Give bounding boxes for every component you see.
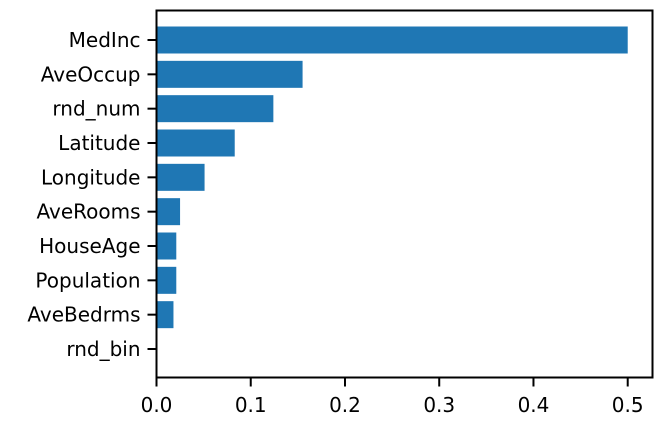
y-axis-ticks: MedInc AveOccup rnd_num Latitude Longitude Av… — [27, 28, 157, 361]
y-tick-label: AveBedrms — [27, 303, 140, 327]
x-tick-label: 0.3 — [423, 393, 455, 417]
x-axis-ticks: 0.0 0.1 0.2 0.3 0.4 0.5 — [141, 377, 644, 417]
bars-group — [156, 26, 628, 329]
bar-AveRooms — [156, 198, 181, 226]
bar-MedInc — [156, 26, 628, 54]
x-tick-label: 0.4 — [518, 393, 550, 417]
x-tick-label: 0.5 — [612, 393, 644, 417]
plot-frame — [155, 9, 654, 379]
y-tick-label: Latitude — [58, 131, 140, 155]
bar-AveBedrms — [156, 301, 174, 329]
y-tick-label: Population — [35, 268, 140, 292]
bar-Latitude — [156, 129, 235, 157]
bar-Population — [156, 266, 177, 294]
bar-HouseAge — [156, 232, 177, 260]
y-tick-label: AveOccup — [41, 62, 141, 86]
x-tick-label: 0.0 — [141, 393, 173, 417]
y-tick-label: MedInc — [69, 28, 141, 52]
bar-AveOccup — [156, 60, 303, 88]
y-tick-label: rnd_bin — [66, 337, 140, 361]
x-tick-label: 0.1 — [235, 393, 267, 417]
bar-rnd_num — [156, 95, 274, 123]
y-tick-label: Longitude — [41, 165, 140, 189]
y-tick-label: AveRooms — [36, 200, 140, 224]
x-tick-label: 0.2 — [329, 393, 361, 417]
bar-Longitude — [156, 163, 205, 191]
y-tick-label: HouseAge — [39, 234, 140, 258]
y-tick-label: rnd_num — [52, 97, 140, 121]
